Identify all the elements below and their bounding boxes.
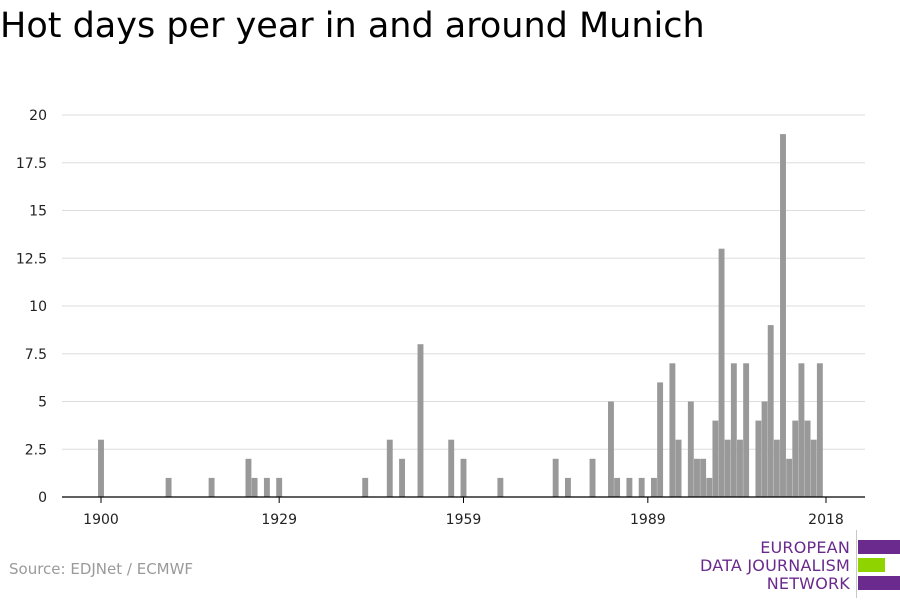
y-tick-label: 7.5 xyxy=(25,347,47,363)
logo-text-network: NETWORK xyxy=(766,574,850,593)
bar xyxy=(399,458,406,497)
bar xyxy=(669,363,676,497)
x-tick-label: 1900 xyxy=(83,512,119,528)
bar xyxy=(804,420,811,497)
bar xyxy=(98,439,104,497)
logo-bar-green xyxy=(858,558,885,572)
bar xyxy=(675,439,682,497)
edjnet-logo[interactable]: EUROPEAN DATA JOURNALISM NETWORK xyxy=(700,528,900,600)
bar xyxy=(263,477,270,497)
gridlines xyxy=(62,114,865,450)
bar xyxy=(638,477,645,497)
bar xyxy=(718,248,725,497)
axes: 0 2.5 5 7.5 10 12.5 15 17.5 20 1900 1929 1959 1989 20… xyxy=(16,108,865,528)
bar xyxy=(755,420,762,497)
bar xyxy=(792,420,799,497)
bar xyxy=(651,477,657,497)
bar xyxy=(276,477,283,497)
bar xyxy=(810,439,817,497)
bar xyxy=(460,458,467,497)
bar xyxy=(816,363,823,497)
source-note: Source: EDJNet / ECMWF xyxy=(9,560,194,578)
bar xyxy=(208,477,215,497)
x-tick-label: 1989 xyxy=(630,512,666,528)
bars xyxy=(98,134,823,497)
bar xyxy=(251,477,258,497)
bar xyxy=(362,477,369,497)
x-tick-label: 2018 xyxy=(808,512,844,528)
bar xyxy=(706,477,713,497)
y-tick-label: 12.5 xyxy=(16,251,47,267)
bar xyxy=(786,458,793,497)
bar xyxy=(448,439,455,497)
bar xyxy=(767,325,774,497)
bar xyxy=(724,439,731,497)
logo-text-data-journalism: DATA JOURNALISM xyxy=(700,556,850,575)
bar xyxy=(608,401,614,497)
logo-bar-purple-bottom xyxy=(858,576,900,590)
bar xyxy=(552,458,559,497)
bar xyxy=(165,477,172,497)
bar xyxy=(417,344,424,497)
bar xyxy=(687,401,694,497)
bar xyxy=(743,363,750,497)
bar xyxy=(773,439,780,497)
bar xyxy=(589,458,596,497)
bar xyxy=(245,458,252,497)
bar xyxy=(657,382,664,497)
bar xyxy=(700,458,707,497)
y-tick-label: 2.5 xyxy=(25,442,47,458)
y-tick-label: 15 xyxy=(29,204,47,220)
bar xyxy=(614,477,621,497)
bar xyxy=(712,420,719,497)
bar xyxy=(761,401,768,497)
x-tick-label: 1929 xyxy=(261,512,297,528)
x-tick-label: 1959 xyxy=(446,512,482,528)
y-tick-label: 17.5 xyxy=(16,156,47,172)
bar xyxy=(798,363,805,497)
y-tick-label: 5 xyxy=(38,395,47,411)
y-tick-label: 20 xyxy=(29,108,47,124)
bar xyxy=(626,477,633,497)
bar xyxy=(780,134,786,497)
chart-title: Hot days per year in and around Munich xyxy=(0,6,705,46)
bar xyxy=(730,363,737,497)
bar xyxy=(737,439,743,497)
y-tick-label: 0 xyxy=(38,490,47,506)
logo-text-european: EUROPEAN xyxy=(760,538,850,557)
bar xyxy=(497,477,504,497)
logo-divider xyxy=(856,530,857,598)
bar xyxy=(565,477,571,497)
logo-bar-purple-top xyxy=(858,540,900,554)
bar xyxy=(386,439,393,497)
bar xyxy=(694,458,700,497)
y-tick-label: 10 xyxy=(29,299,47,315)
